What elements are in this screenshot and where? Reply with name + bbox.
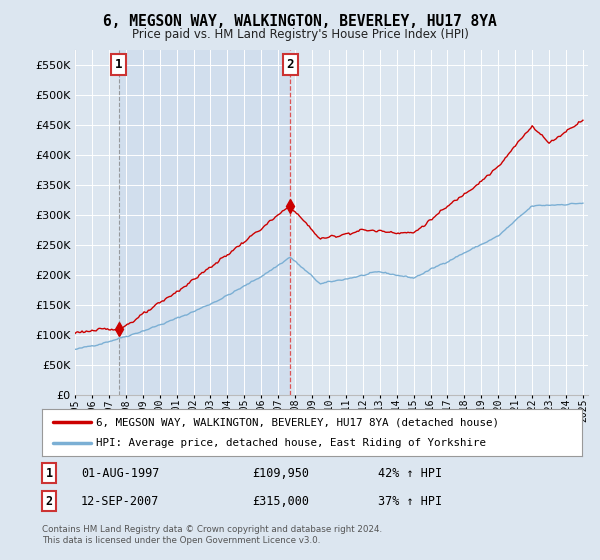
Text: £315,000: £315,000 xyxy=(252,494,309,508)
Text: 42% ↑ HPI: 42% ↑ HPI xyxy=(378,466,442,480)
Text: 2: 2 xyxy=(46,494,53,508)
Text: 1: 1 xyxy=(46,466,53,480)
Text: 2: 2 xyxy=(286,58,294,71)
Text: 12-SEP-2007: 12-SEP-2007 xyxy=(81,494,160,508)
Text: £109,950: £109,950 xyxy=(252,466,309,480)
Text: 37% ↑ HPI: 37% ↑ HPI xyxy=(378,494,442,508)
Text: Contains HM Land Registry data © Crown copyright and database right 2024.
This d: Contains HM Land Registry data © Crown c… xyxy=(42,525,382,545)
Text: 6, MEGSON WAY, WALKINGTON, BEVERLEY, HU17 8YA: 6, MEGSON WAY, WALKINGTON, BEVERLEY, HU1… xyxy=(103,14,497,29)
Text: 01-AUG-1997: 01-AUG-1997 xyxy=(81,466,160,480)
Text: Price paid vs. HM Land Registry's House Price Index (HPI): Price paid vs. HM Land Registry's House … xyxy=(131,28,469,41)
Text: 6, MEGSON WAY, WALKINGTON, BEVERLEY, HU17 8YA (detached house): 6, MEGSON WAY, WALKINGTON, BEVERLEY, HU1… xyxy=(96,417,499,427)
Bar xyxy=(119,50,290,395)
Text: HPI: Average price, detached house, East Riding of Yorkshire: HPI: Average price, detached house, East… xyxy=(96,438,486,448)
Text: 1: 1 xyxy=(115,58,122,71)
